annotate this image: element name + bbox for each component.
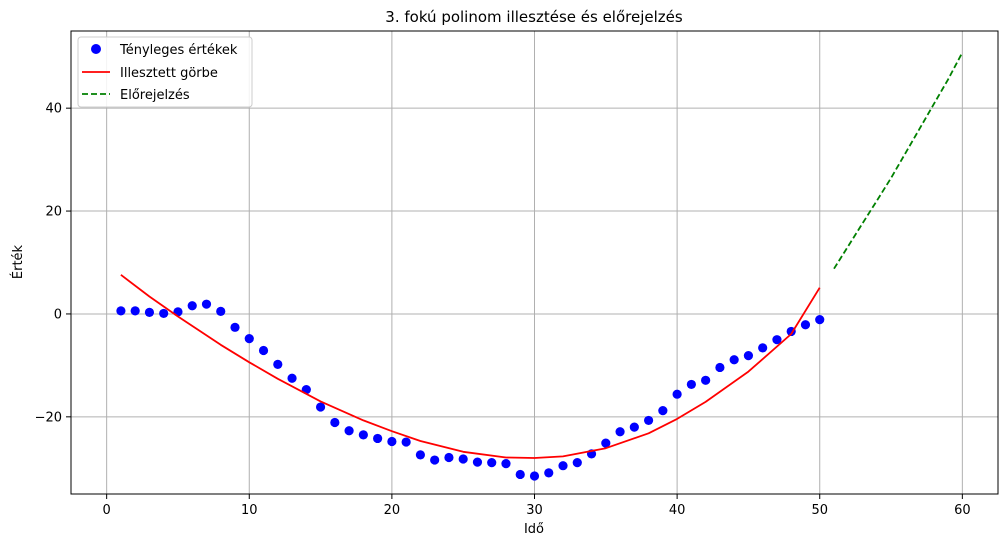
data-point-actual xyxy=(201,299,212,309)
data-point-actual xyxy=(572,458,582,468)
data-point-actual xyxy=(458,454,468,464)
data-point-actual xyxy=(444,452,454,463)
grid-layer xyxy=(71,31,998,494)
legend-box xyxy=(77,36,253,108)
x-tick-label: 0 xyxy=(103,503,111,518)
data-point-actual xyxy=(144,307,155,318)
x-axis-label: Idő xyxy=(524,522,544,537)
legend: Tényleges értékek Illesztett görbe Előre… xyxy=(77,36,253,108)
data-point-actual xyxy=(230,322,240,332)
data-point-actual xyxy=(344,426,354,436)
y-axis-label: Érték xyxy=(10,244,26,279)
data-point-actual xyxy=(544,468,554,478)
data-point-actual xyxy=(601,438,611,448)
data-point-actual xyxy=(187,301,197,311)
data-point-actual xyxy=(401,437,411,447)
data-point-actual xyxy=(501,459,511,469)
data-point-actual xyxy=(373,433,383,444)
data-point-actual xyxy=(159,308,169,319)
data-point-actual xyxy=(116,306,126,316)
data-point-actual xyxy=(629,422,639,432)
data-point-actual xyxy=(387,436,397,447)
x-tick-label: 40 xyxy=(669,503,686,518)
data-point-actual xyxy=(701,375,711,385)
data-point-actual xyxy=(358,430,368,440)
y-tick-label: −20 xyxy=(35,410,62,425)
data-point-actual xyxy=(515,469,525,480)
y-tick-label: 0 xyxy=(54,307,62,322)
data-point-actual xyxy=(244,334,254,344)
legend-label-fit: Illesztett görbe xyxy=(120,66,218,81)
legend-label-actual: Tényleges értékek xyxy=(119,43,238,58)
forecast-line xyxy=(833,52,964,270)
ticks-layer: 0 10 20 30 40 50 60 −20 0 20 40 xyxy=(35,102,971,518)
data-point-actual xyxy=(772,335,782,345)
x-tick-label: 10 xyxy=(241,503,258,518)
data-point-actual xyxy=(529,471,540,481)
legend-marker-actual xyxy=(91,44,101,54)
data-point-actual xyxy=(800,320,811,330)
fitted-curve-line xyxy=(120,274,821,459)
chart-title: 3. fokú polinom illesztése és előrejelzé… xyxy=(385,8,683,26)
data-point-actual xyxy=(672,389,682,399)
data-point-actual xyxy=(130,306,140,316)
data-point-actual xyxy=(430,455,440,465)
data-point-actual xyxy=(273,359,283,369)
data-point-actual xyxy=(743,351,754,361)
data-point-actual xyxy=(216,306,226,316)
x-tick-label: 60 xyxy=(954,503,971,518)
plot-layer xyxy=(116,52,964,481)
data-point-actual xyxy=(415,450,426,460)
data-point-actual xyxy=(287,373,297,383)
data-point-actual xyxy=(315,402,326,412)
data-point-actual xyxy=(330,417,340,428)
data-point-actual xyxy=(758,343,768,353)
data-point-actual xyxy=(686,379,696,390)
y-tick-label: 20 xyxy=(45,205,62,220)
x-tick-label: 50 xyxy=(811,503,828,518)
legend-label-forecast: Előrejelzés xyxy=(120,88,190,103)
x-tick-label: 20 xyxy=(384,503,401,518)
x-tick-label: 30 xyxy=(526,503,543,518)
data-point-actual xyxy=(487,458,497,468)
data-point-actual xyxy=(715,362,725,373)
data-point-actual xyxy=(615,427,625,437)
data-point-actual xyxy=(643,415,654,426)
data-point-actual xyxy=(558,461,568,471)
y-tick-label: 40 xyxy=(45,102,62,117)
data-point-actual xyxy=(815,315,825,325)
data-point-actual xyxy=(472,457,483,467)
data-point-actual xyxy=(729,355,739,365)
data-point-actual xyxy=(658,406,668,416)
data-point-actual xyxy=(258,345,269,356)
